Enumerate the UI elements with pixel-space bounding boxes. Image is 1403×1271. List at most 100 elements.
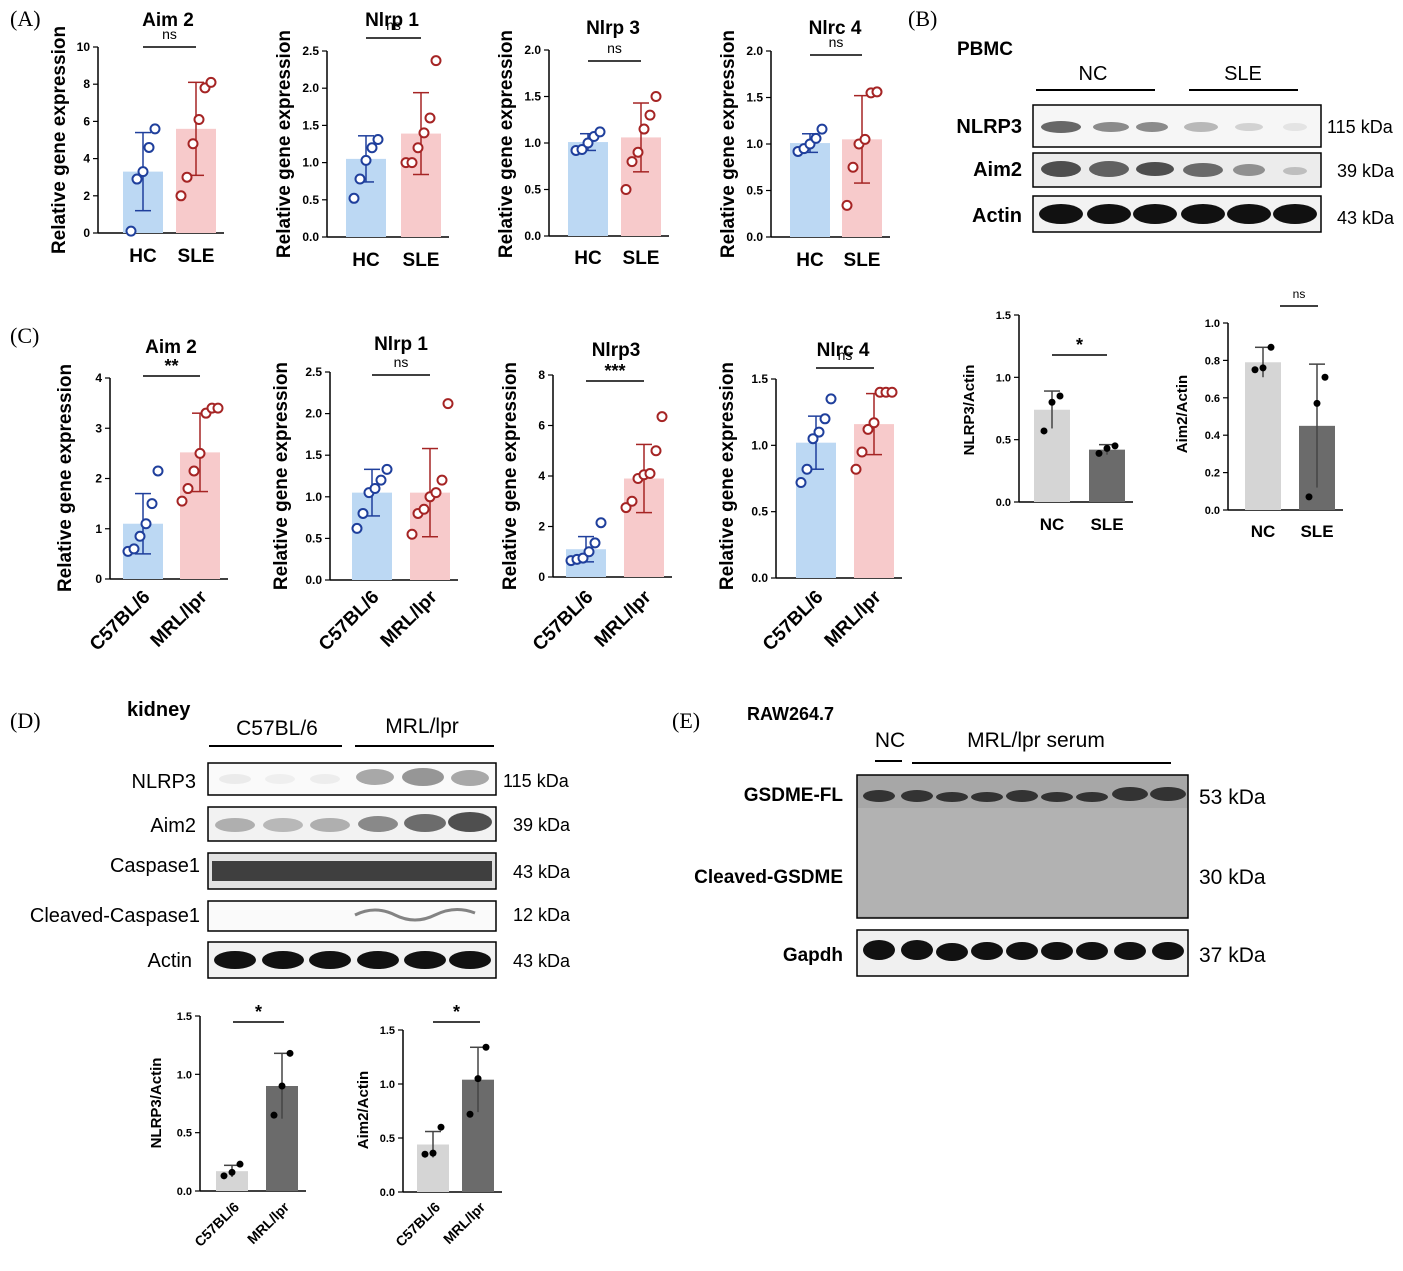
data-point xyxy=(632,146,644,158)
x-tick-label: NC xyxy=(1040,515,1065,534)
chart-a_aim2: 0 2 4 6 8 10 Aim 2 Relative gene expression HC SL… xyxy=(49,10,224,267)
data-point xyxy=(868,417,880,429)
x-tick-label: SLE xyxy=(1090,515,1123,534)
blot-d-row-kda-1: 39 kDa xyxy=(513,815,571,835)
y-tick-label: 0.0 xyxy=(746,230,763,244)
y-axis-label: Relative gene expression xyxy=(271,362,292,590)
data-point xyxy=(175,190,187,202)
blot-e-row-kda-2: 37 kDa xyxy=(1199,944,1266,967)
y-tick-label: 2 xyxy=(95,472,102,486)
chart-b_aim2: 0.0 0.2 0.4 0.6 0.8 1.0 Aim2/Actin NC SLE ns xyxy=(1174,287,1343,541)
data-point xyxy=(366,142,378,154)
data-point xyxy=(128,543,140,555)
y-tick-label: 4 xyxy=(538,469,545,483)
blot-e-row-label-1: Cleaved-GSDME xyxy=(694,867,843,888)
blot-b-row-label-1: Aim2 xyxy=(973,159,1022,181)
blot-d-row-label-1: Aim2 xyxy=(150,815,196,837)
y-tick-label: 0.5 xyxy=(746,184,763,198)
data-point xyxy=(406,528,418,540)
y-axis-label: Relative gene expression xyxy=(717,362,738,590)
blot-d-row-label-0: NLRP3 xyxy=(132,771,196,793)
y-tick-label: 0.0 xyxy=(996,497,1011,509)
y-tick-label: 0 xyxy=(95,572,102,586)
data-point xyxy=(125,225,137,237)
data-point xyxy=(220,1172,228,1180)
y-tick-label: 0.2 xyxy=(1205,468,1220,480)
chart-a_nlrp1: 0.0 0.5 1.0 1.5 2.0 2.5 Nlrp 1 Relative gene ex… xyxy=(274,10,449,271)
data-point xyxy=(429,1149,437,1157)
blot-e-row-label-2: Gapdh xyxy=(783,945,843,966)
data-point xyxy=(418,503,430,515)
data-point xyxy=(131,173,143,185)
data-point xyxy=(626,495,638,507)
y-axis-label: Relative gene expression xyxy=(274,30,295,258)
data-point xyxy=(354,173,366,185)
x-tick-label: C57BL/6 xyxy=(759,587,828,656)
y-tick-label: 0.5 xyxy=(524,183,541,197)
data-point xyxy=(886,386,898,398)
y-axis-label: NLRP3/Actin xyxy=(961,365,978,456)
y-tick-label: 8 xyxy=(538,368,545,382)
data-point xyxy=(205,76,217,88)
data-point xyxy=(436,474,448,486)
data-point xyxy=(819,413,831,425)
x-tick-label: SLE xyxy=(844,250,881,271)
data-point xyxy=(1267,343,1275,351)
y-tick-label: 1 xyxy=(95,522,102,536)
data-point xyxy=(583,546,595,558)
data-point xyxy=(644,467,656,479)
y-tick-label: 0.4 xyxy=(1205,430,1221,442)
chart-a_nlrp3: 0.0 0.5 1.0 1.5 2.0 Nlrp 3 Relative gene expre… xyxy=(496,18,669,269)
data-point xyxy=(620,502,632,514)
data-point xyxy=(143,141,155,153)
blot-b-group-sle: SLE xyxy=(1224,63,1262,85)
bar-0 xyxy=(790,143,830,237)
chart-title: Nlrp 1 xyxy=(374,334,428,355)
y-axis-label: Relative gene expression xyxy=(55,364,76,592)
data-point xyxy=(825,393,837,405)
y-tick-label: 0 xyxy=(538,570,545,584)
bar-0 xyxy=(568,142,608,236)
y-tick-label: 0.5 xyxy=(305,531,322,545)
blot-e-group-nc: NC xyxy=(875,729,905,752)
data-point xyxy=(188,465,200,477)
x-tick-label: C57BL/6 xyxy=(392,1199,443,1250)
significance-label: ns xyxy=(162,26,177,42)
data-point xyxy=(381,463,393,475)
blot-panel-b: PBMC NC SLE NLRP3 115 kDa Aim2 39 kDa Ac… xyxy=(956,39,1395,233)
x-tick-label: MRL/lpr xyxy=(591,586,656,651)
data-point xyxy=(437,1123,445,1131)
data-point xyxy=(134,530,146,542)
y-tick-label: 1.5 xyxy=(751,372,768,386)
y-tick-label: 0.5 xyxy=(302,193,319,207)
x-tick-label: HC xyxy=(352,250,380,271)
chart-c_nlrc4: 0.0 0.5 1.0 1.5 Nlrc 4 Relative gene expressi… xyxy=(717,340,902,655)
data-point xyxy=(372,134,384,146)
significance-label: ns xyxy=(394,354,409,370)
blot-b-row-kda-1: 39 kDa xyxy=(1337,161,1395,181)
blot-d-row-kda-4: 43 kDa xyxy=(513,951,571,971)
x-tick-label: NC xyxy=(1251,522,1276,541)
blot-panel-e: RAW264.7 NC MRL/lpr serum GSDME-FL 53 kD… xyxy=(694,704,1266,977)
data-point xyxy=(595,517,607,529)
y-tick-label: 0.0 xyxy=(302,230,319,244)
data-point xyxy=(182,483,194,495)
panel-letter-a: (A) xyxy=(10,6,41,31)
y-axis-label: Relative gene expression xyxy=(500,362,521,590)
data-point xyxy=(801,463,813,475)
panel-letter-c: (C) xyxy=(10,323,39,348)
data-point xyxy=(181,171,193,183)
y-tick-label: 2 xyxy=(83,189,90,203)
y-axis-label: Relative gene expression xyxy=(496,30,517,258)
data-point xyxy=(474,1075,482,1083)
data-point xyxy=(375,474,387,486)
y-tick-label: 2.0 xyxy=(305,407,322,421)
x-tick-label: C57BL/6 xyxy=(529,587,598,656)
significance-label: * xyxy=(1076,335,1083,355)
x-tick-label: MRL/lpr xyxy=(821,586,886,651)
data-point xyxy=(193,114,205,126)
x-tick-label: SLE xyxy=(403,250,440,271)
data-point xyxy=(1040,427,1048,435)
blot-b-row-kda-2: 43 kDa xyxy=(1337,208,1395,228)
